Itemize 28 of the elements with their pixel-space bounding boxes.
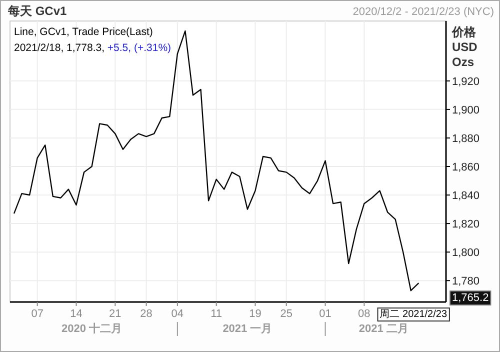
text: 2021 二月 [358,323,408,335]
text: Line, GCv1, Trade Price(Last) [14,26,153,38]
y-tick-label: 1,780 [452,276,480,288]
x-tick-label: 14 [70,308,82,320]
x-tick-label: 11 [210,308,222,320]
y-tick-label: 1,820 [452,218,480,231]
text: 2020 十二月 [62,322,122,335]
y-tick-label: 1,840 [452,190,480,202]
y-tick-label: 1,800 [452,247,480,260]
text: 2021 一月 [222,323,272,335]
y-tick-label: 1,900 [452,104,480,116]
y-tick-label: 1,880 [452,132,480,145]
x-tick-label: 21 [109,308,122,320]
x-tick-label: 01 [319,308,332,320]
text: 周二 2021/2/23 [380,309,448,320]
y-tick-label: 1,860 [452,161,480,174]
chart-title: 每天 GCv1 [7,4,68,18]
y-tick-label: 1,920 [452,76,480,88]
x-tick-label: 19 [249,308,262,320]
x-tick-label: 25 [280,308,292,320]
x-tick-label: 28 [140,308,152,320]
text: 1,765.2 [452,292,489,304]
annotation: 2021/2/18, 1,778.3, +5.5, (+.31%) [14,42,172,54]
x-tick-label: 08 [358,308,370,320]
chart-subtitle: 2020/12/2 - 2021/2/23 (NYC) [352,6,494,18]
y-axis-title: 价格 USD Ozs [451,25,478,69]
x-tick-label: 04 [171,308,184,320]
x-tick-label: 07 [31,308,44,320]
